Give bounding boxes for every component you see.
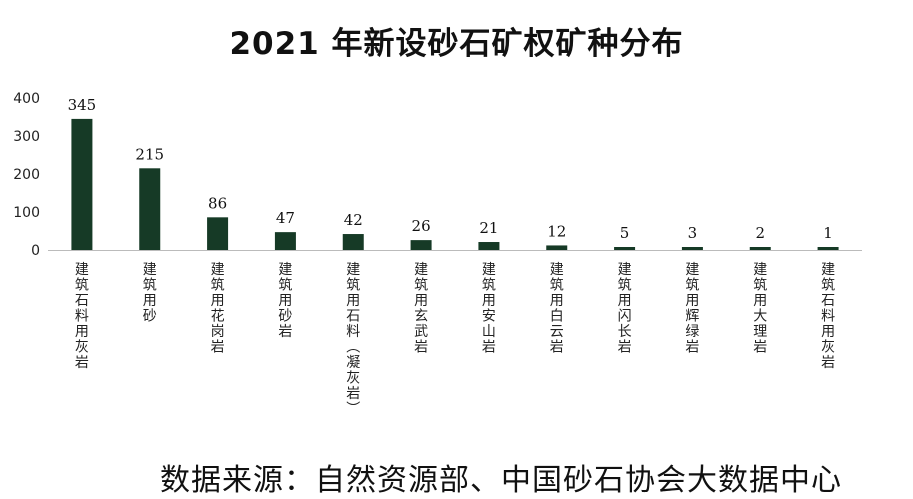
bar xyxy=(342,234,364,250)
bar xyxy=(681,247,703,250)
bar xyxy=(207,217,229,250)
category-label: 建筑用闪长岩 xyxy=(618,262,632,356)
y-tick-label: 100 xyxy=(13,205,40,221)
y-axis: 0 100 200 300 400 xyxy=(13,91,862,259)
data-label: 86 xyxy=(208,194,227,212)
source-note: 数据来源：自然资源部、中国砂石协会大数据中心 xyxy=(160,463,842,498)
bar xyxy=(410,240,432,250)
bar xyxy=(478,242,500,250)
category-label: 建筑用安山岩 xyxy=(482,262,496,356)
category-label: 建筑用玄武岩 xyxy=(414,262,428,356)
bar xyxy=(817,247,839,250)
data-label: 47 xyxy=(276,209,295,227)
category-label: 建筑用石料︵凝灰岩︶ xyxy=(346,262,360,418)
data-label: 21 xyxy=(479,219,498,237)
category-label: 建筑用砂 xyxy=(143,262,157,325)
category-label: 建筑用辉绿岩 xyxy=(685,262,699,356)
y-tick-label: 300 xyxy=(13,129,40,145)
bar xyxy=(614,247,636,250)
data-label: 2 xyxy=(755,224,765,242)
chart-title: 2021 年新设砂石矿权矿种分布 xyxy=(229,26,684,62)
category-label: 建筑用花岗岩 xyxy=(211,262,225,356)
data-label: 3 xyxy=(688,224,698,242)
data-label: 1 xyxy=(823,224,833,242)
data-label: 12 xyxy=(547,222,566,240)
data-label: 26 xyxy=(412,217,431,235)
y-tick-label: 400 xyxy=(13,91,40,107)
bar xyxy=(71,118,93,251)
category-labels: 建筑石料用灰岩 建筑用砂 建筑用花岗岩 建筑用砂岩 建筑用石料︵凝灰岩︶ 建筑用玄武岩 建筑… xyxy=(75,262,835,418)
bar xyxy=(139,168,161,250)
y-tick-label: 200 xyxy=(13,167,40,183)
category-label: 建筑用白云岩 xyxy=(550,262,564,356)
bars xyxy=(71,118,839,251)
data-label: 345 xyxy=(68,96,97,114)
bar xyxy=(274,232,296,250)
data-label: 42 xyxy=(344,211,363,229)
category-label: 建筑石料用灰岩 xyxy=(821,262,835,371)
y-tick-label: 0 xyxy=(31,243,40,259)
category-label: 建筑石料用灰岩 xyxy=(75,262,89,371)
bar xyxy=(546,245,568,250)
category-label: 建筑用大理岩 xyxy=(753,262,767,356)
data-label: 215 xyxy=(135,145,164,163)
category-label: 建筑用砂岩 xyxy=(278,262,292,340)
data-label: 5 xyxy=(620,224,630,242)
bar xyxy=(749,247,771,250)
